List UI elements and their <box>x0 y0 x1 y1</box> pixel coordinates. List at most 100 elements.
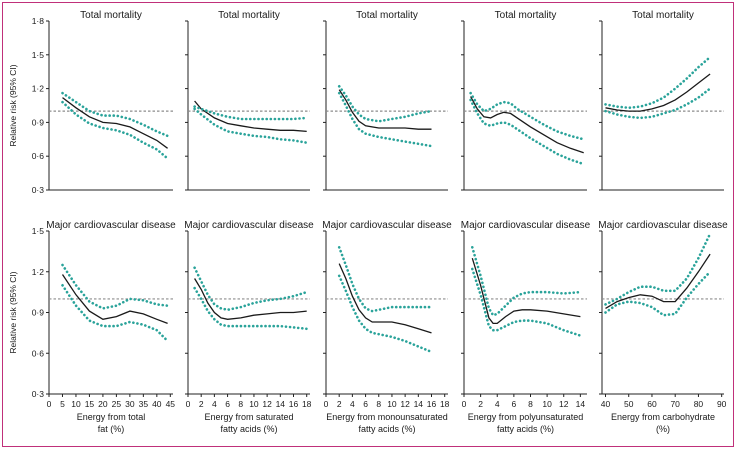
ci-upper-curve <box>337 246 433 313</box>
x-tick-label: 2 <box>199 399 204 409</box>
x-tick-label: 5 <box>60 399 65 409</box>
ci-lower-curve <box>471 267 582 337</box>
ci-lower-curve <box>337 274 433 354</box>
x-tick-label: 16 <box>289 399 299 409</box>
figure-frame: Relative risk (95% CI) Relative risk (95%… <box>2 2 734 447</box>
x-tick-label: 0 <box>462 399 467 409</box>
ci-lower-curve <box>61 284 169 343</box>
x-tick-label: 6 <box>363 399 368 409</box>
panel-title: Total mortality <box>495 10 557 21</box>
panel-8: Major cardiovascular disease 0 2 4 6 8 10 12 14 E… <box>461 220 591 434</box>
y-tick-label: 1·8 <box>32 16 45 26</box>
estimate-curve <box>471 258 581 325</box>
ci-upper-curve <box>337 85 433 123</box>
ci-upper-curve <box>61 91 169 138</box>
y-tick-label: 1·5 <box>32 226 45 236</box>
y-tick-label: 0·6 <box>32 348 45 358</box>
estimate-curve <box>605 253 711 309</box>
x-tick-label: 30 <box>125 399 135 409</box>
x-tick-label: 6 <box>225 399 230 409</box>
x-axis-title-line: fatty acids (%) <box>220 424 277 434</box>
chart-figure: Relative risk (95% CI) Relative risk (95%… <box>8 10 728 434</box>
x-axis-title-line: Energy from total <box>77 412 146 422</box>
estimate-curve <box>605 73 711 112</box>
panel-5: Major cardiovascular disease 0·3 0·6 0·9 1·2… <box>32 220 176 434</box>
ci-lower-curve <box>61 100 169 160</box>
ci-upper-curve <box>604 55 712 110</box>
ci-upper-curve <box>193 266 308 312</box>
panel-9: Major cardiovascular disease 40 50 60 70 80 90… <box>598 220 728 434</box>
x-tick-label: 20 <box>98 399 108 409</box>
ci-lower-curve <box>604 270 712 317</box>
panel-0: Total mortality 0·3 0·6 0·9 1·2 1·5 1·8 <box>32 10 173 195</box>
panel-title: Total mortality <box>218 10 280 21</box>
x-tick-label: 12 <box>559 399 569 409</box>
estimate-curve <box>338 89 432 130</box>
x-tick-label: 90 <box>717 399 727 409</box>
panel-title: Major cardiovascular disease <box>322 220 452 231</box>
y-axis-title-row-0: Relative risk (95% CI) <box>8 64 18 146</box>
x-tick-label: 35 <box>139 399 149 409</box>
panel-title: Total mortality <box>632 10 694 21</box>
x-tick-label: 60 <box>647 399 657 409</box>
x-tick-label: 25 <box>112 399 122 409</box>
x-tick-label: 70 <box>670 399 680 409</box>
x-tick-label: 12 <box>400 399 410 409</box>
x-tick-label: 10 <box>387 399 397 409</box>
ci-upper-curve <box>471 246 582 317</box>
x-axis-title-line: Energy from polyunsaturated <box>468 412 584 422</box>
ci-lower-curve <box>604 87 712 120</box>
panel-3: Total mortality <box>461 10 587 191</box>
x-tick-label: 4 <box>350 399 355 409</box>
panel-title: Major cardiovascular disease <box>184 220 314 231</box>
y-tick-label: 0·9 <box>32 117 45 127</box>
estimate-curve <box>194 100 307 133</box>
estimate-curve <box>194 278 307 320</box>
x-axis-title-line: fatty acids (%) <box>497 424 554 434</box>
estimate-curve <box>62 97 168 149</box>
x-tick-label: 14 <box>414 399 424 409</box>
y-axis-title-row-1: Relative risk (95% CI) <box>8 271 18 353</box>
x-axis-title-line: Energy from saturated <box>204 412 293 422</box>
x-tick-label: 4 <box>212 399 217 409</box>
panel-title: Major cardiovascular disease <box>598 220 728 231</box>
y-tick-label: 0·6 <box>32 151 45 161</box>
x-tick-label: 10 <box>542 399 552 409</box>
panel-4: Total mortality <box>599 10 724 191</box>
x-tick-label: 14 <box>576 399 586 409</box>
ci-lower-curve <box>469 98 585 166</box>
x-tick-label: 12 <box>262 399 272 409</box>
ci-upper-curve <box>604 232 712 306</box>
x-tick-label: 2 <box>478 399 483 409</box>
panel-title: Major cardiovascular disease <box>46 220 176 231</box>
x-tick-label: 50 <box>624 399 634 409</box>
y-tick-label: 1·2 <box>32 84 45 94</box>
y-tick-label: 0·9 <box>32 308 45 318</box>
y-tick-label: 0·3 <box>32 185 45 195</box>
ci-lower-curve <box>193 286 308 331</box>
y-tick-label: 1·2 <box>32 267 45 277</box>
x-tick-label: 0 <box>324 399 329 409</box>
y-tick-label: 0·3 <box>32 389 45 399</box>
x-tick-label: 6 <box>511 399 516 409</box>
x-tick-label: 8 <box>376 399 381 409</box>
x-tick-label: 14 <box>276 399 286 409</box>
panel-title: Major cardiovascular disease <box>461 220 591 231</box>
x-tick-label: 45 <box>166 399 176 409</box>
x-tick-label: 0 <box>47 399 52 409</box>
x-tick-label: 4 <box>495 399 500 409</box>
x-axis-title-line: Energy from monounsaturated <box>326 412 448 422</box>
x-tick-label: 80 <box>694 399 704 409</box>
estimate-curve <box>61 274 168 325</box>
x-axis-title-line: fatty acids (%) <box>358 424 415 434</box>
x-tick-label: 16 <box>427 399 437 409</box>
x-tick-label: 40 <box>152 399 162 409</box>
estimate-curve <box>338 263 432 334</box>
ci-upper-curve <box>469 91 585 141</box>
panel-2: Total mortality <box>323 10 448 191</box>
panel-1: Total mortality <box>185 10 310 191</box>
x-tick-label: 15 <box>85 399 95 409</box>
ci-lower-curve <box>337 91 433 148</box>
y-tick-label: 1·5 <box>32 50 45 60</box>
